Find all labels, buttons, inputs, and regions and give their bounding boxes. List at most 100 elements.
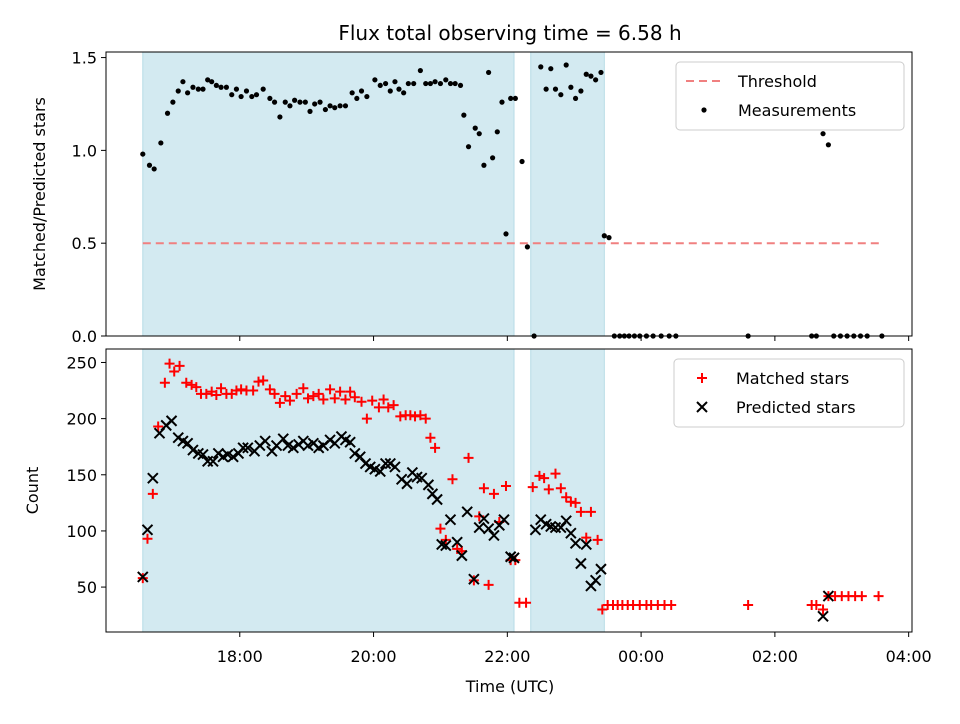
data-point: [151, 166, 157, 172]
data-point: [358, 88, 365, 94]
data-point: [473, 521, 485, 534]
data-point: [543, 484, 554, 495]
data-point: [374, 465, 386, 478]
data-point: [478, 512, 490, 525]
y-tick-label: 0.0: [72, 327, 97, 346]
data-point: [303, 393, 314, 404]
data-point: [180, 79, 186, 85]
data-point: [238, 93, 244, 100]
data-point: [583, 71, 589, 77]
data-point: [231, 385, 242, 396]
data-point: [425, 432, 436, 443]
data-point: [181, 377, 192, 388]
data-point: [213, 82, 219, 89]
data-point: [349, 90, 355, 96]
shaded-region-0: [142, 348, 515, 633]
x-axis-label: Time (UTC): [465, 677, 554, 696]
panel-ratio: 0.0 0.5 1.0 1.5 Matched/Predicted stars Thres…: [30, 49, 913, 346]
legend-label: Measurements: [738, 101, 856, 120]
data-point: [527, 482, 538, 493]
legend: Matched stars Predicted stars: [673, 358, 905, 428]
data-point: [227, 451, 239, 463]
data-point: [200, 86, 206, 92]
x-tick-label: 18:00: [217, 647, 263, 666]
data-point: [164, 110, 171, 116]
data-point: [373, 402, 384, 413]
data-point: [249, 93, 255, 100]
data-point: [367, 395, 378, 406]
data-point: [195, 86, 201, 92]
data-point: [248, 385, 259, 396]
data-point: [598, 69, 604, 76]
legend-label: Threshold: [737, 72, 817, 91]
data-point: [820, 131, 826, 137]
data-point: [237, 442, 249, 454]
data-point: [271, 99, 278, 105]
data-point: [534, 470, 545, 481]
chart-title: Flux total observing time = 6.58 h: [338, 21, 681, 45]
data-point: [277, 114, 283, 120]
data-point: [558, 92, 564, 98]
data-point: [456, 549, 468, 562]
data-point: [431, 493, 443, 506]
legend-marker: [696, 401, 708, 413]
data-point: [342, 103, 349, 109]
data-point: [313, 388, 324, 399]
data-point: [291, 388, 302, 399]
data-point: [308, 391, 319, 402]
data-point: [422, 479, 435, 491]
y-axis-label: Count: [23, 467, 42, 515]
data-point: [461, 112, 467, 118]
data-point: [822, 590, 835, 602]
data-point: [461, 506, 473, 518]
data-point: [267, 95, 273, 102]
data-point: [197, 448, 209, 461]
data-point: [329, 393, 340, 404]
data-point: [260, 86, 266, 92]
data-point: [335, 386, 346, 397]
data-point: [344, 436, 356, 448]
data-point: [430, 442, 441, 453]
data-point: [575, 557, 587, 570]
data-point: [253, 376, 264, 387]
data-point: [485, 69, 492, 76]
data-point: [538, 64, 544, 70]
data-point: [377, 82, 383, 89]
data-point: [488, 488, 499, 499]
data-point: [588, 73, 594, 79]
data-point: [378, 394, 389, 405]
data-point: [420, 413, 431, 424]
data-point: [593, 77, 599, 83]
panel-count: 50 100 150 200 250 Count Matched stars Predicte…: [23, 348, 913, 637]
data-point: [427, 80, 434, 87]
data-point: [435, 523, 446, 534]
data-point: [472, 125, 478, 131]
data-point: [218, 84, 224, 90]
data-point: [524, 244, 530, 250]
data-point: [277, 433, 289, 445]
data-point: [743, 600, 754, 611]
data-point: [287, 103, 293, 109]
data-point: [443, 77, 449, 83]
data-point: [258, 375, 269, 386]
data-point: [401, 90, 407, 96]
data-point: [164, 358, 175, 369]
data-point: [417, 67, 423, 74]
data-point: [575, 506, 586, 517]
data-point: [468, 573, 480, 585]
data-point: [521, 597, 532, 608]
data-point: [452, 80, 458, 87]
data-point: [287, 442, 299, 454]
y-tick-label: 1.5: [72, 49, 97, 68]
data-point: [411, 80, 417, 87]
data-point: [552, 86, 559, 92]
data-point: [565, 496, 576, 507]
data-point: [280, 391, 291, 402]
data-point: [476, 131, 482, 137]
shaded-region-1: [530, 51, 605, 337]
data-point: [405, 80, 411, 87]
data-point: [560, 515, 572, 527]
data-point: [529, 524, 542, 536]
data-point: [170, 99, 176, 105]
